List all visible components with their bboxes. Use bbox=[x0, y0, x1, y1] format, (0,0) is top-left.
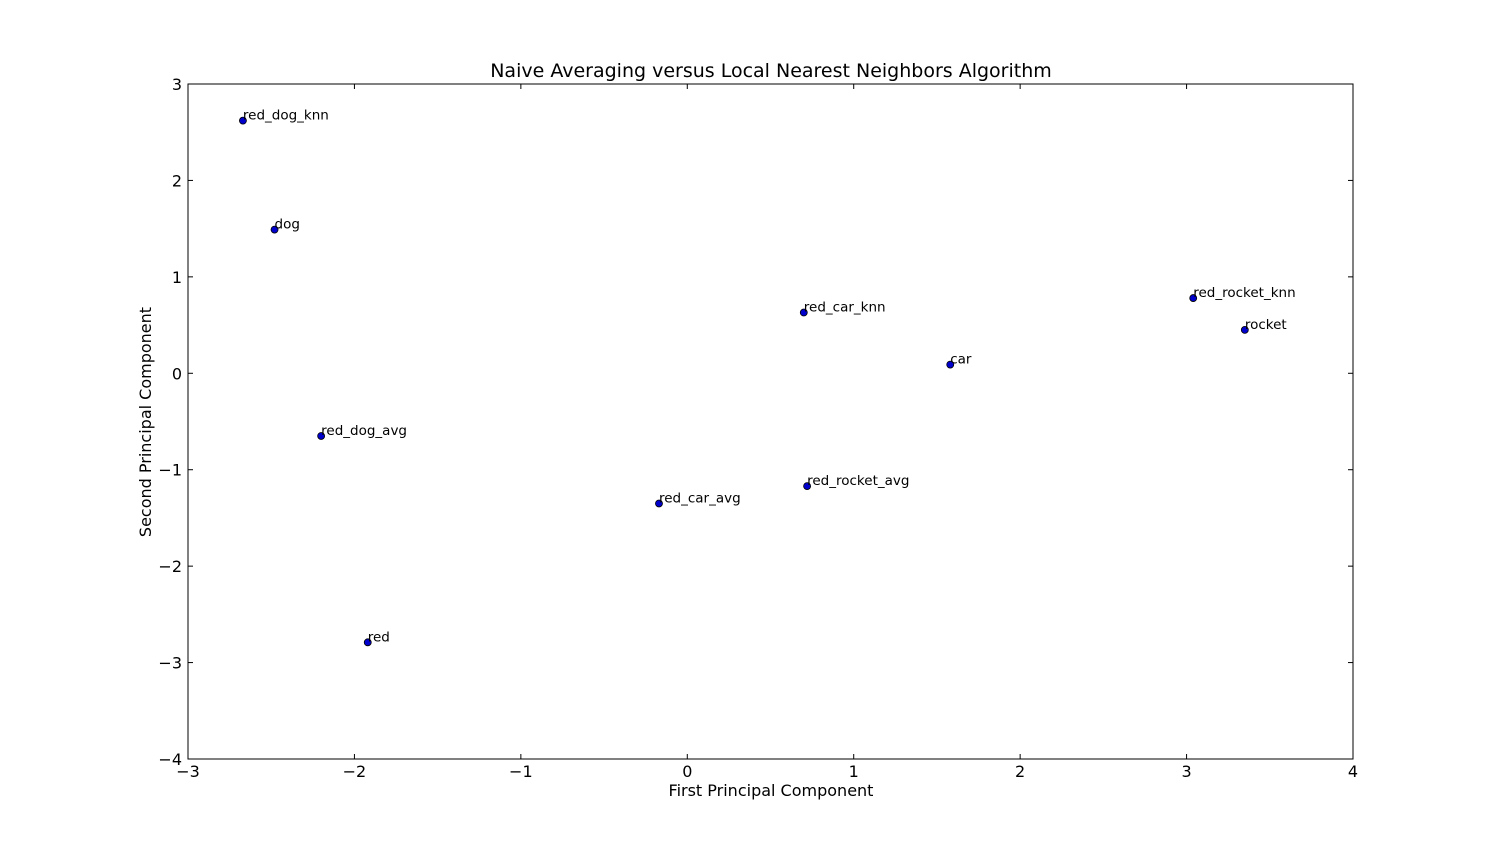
x-tick-label: −2 bbox=[343, 762, 367, 781]
plot-area bbox=[187, 83, 1354, 760]
x-tick-label: 3 bbox=[1181, 762, 1191, 781]
point-label: red_dog_avg bbox=[321, 423, 407, 439]
point-label: rocket bbox=[1245, 317, 1287, 333]
data-point bbox=[1240, 325, 1249, 334]
y-tick-label: 3 bbox=[172, 75, 182, 94]
y-axis-title: Second Principal Component bbox=[136, 307, 155, 537]
x-tick-label: 4 bbox=[1348, 762, 1358, 781]
chart-title: Naive Averaging versus Local Nearest Nei… bbox=[490, 60, 1052, 82]
x-tick-label: −1 bbox=[509, 762, 533, 781]
x-tick-label: 2 bbox=[1015, 762, 1025, 781]
x-tick-label: 1 bbox=[849, 762, 859, 781]
data-point bbox=[946, 360, 955, 369]
point-label: red_rocket_knn bbox=[1193, 285, 1295, 301]
data-point bbox=[270, 225, 279, 234]
data-point bbox=[239, 116, 247, 125]
data-point bbox=[317, 432, 326, 440]
x-tick-label: 0 bbox=[682, 762, 692, 781]
point-label: car bbox=[950, 352, 972, 368]
point-label: red_car_knn bbox=[804, 300, 886, 316]
y-tick-label: −4 bbox=[158, 750, 182, 769]
point-label: red_rocket_avg bbox=[807, 473, 909, 489]
x-axis-title: First Principal Component bbox=[669, 781, 874, 800]
y-tick-label: 2 bbox=[172, 171, 182, 190]
x-tick-label: −3 bbox=[176, 762, 200, 781]
y-tick-label: −2 bbox=[158, 557, 182, 576]
y-tick-label: −3 bbox=[158, 654, 182, 673]
data-point bbox=[803, 482, 812, 491]
data-point bbox=[1189, 294, 1198, 302]
point-label: red bbox=[368, 629, 390, 645]
data-point bbox=[655, 499, 663, 508]
point-label: red_car_avg bbox=[659, 490, 741, 506]
y-tick-label: 0 bbox=[172, 364, 182, 383]
point-label: red_dog_knn bbox=[243, 108, 329, 124]
y-tick-label: −1 bbox=[158, 461, 182, 480]
data-point bbox=[363, 638, 372, 647]
point-label: dog bbox=[275, 217, 300, 233]
y-tick-label: 1 bbox=[172, 268, 182, 287]
data-point bbox=[799, 308, 808, 317]
